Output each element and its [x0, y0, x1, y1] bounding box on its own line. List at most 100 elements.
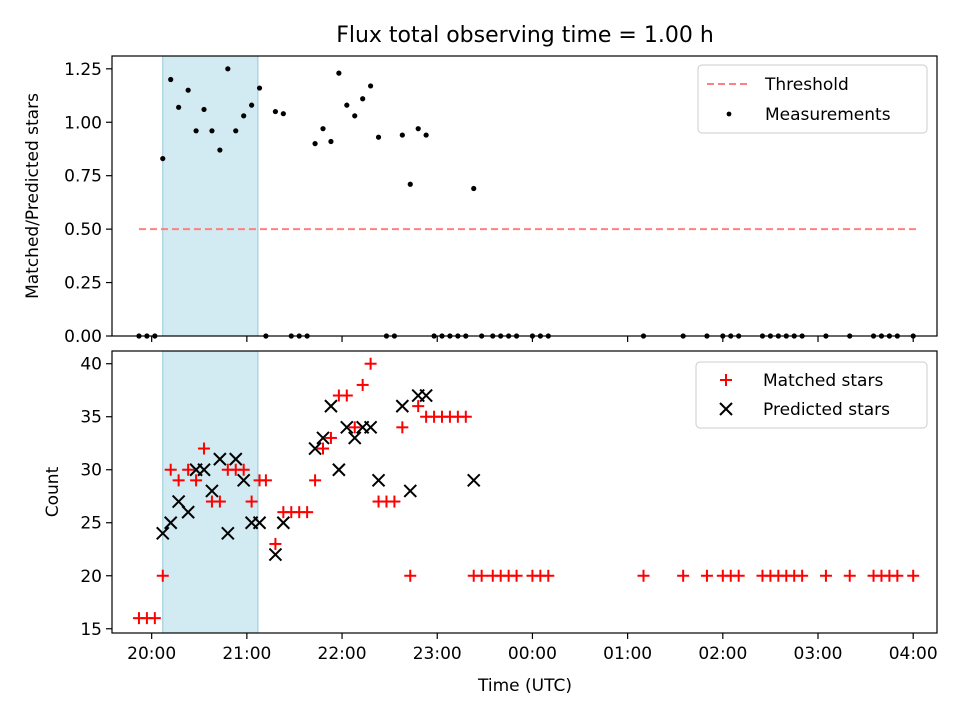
matched-star-point [700, 569, 713, 582]
y-tick-label: 1.00 [64, 113, 102, 133]
bottom-x-axis: 20:00 21:00 22:00 23:00 00:00 01:00 02:00 03:00… [127, 633, 938, 664]
top-legend: Threshold Measurements [697, 64, 928, 134]
measurement-point [415, 126, 421, 132]
top-axes-frame [111, 55, 938, 337]
matched-star-point [510, 569, 523, 582]
y-tick-label: 25 [80, 514, 102, 534]
predicted-star-point [197, 463, 211, 477]
measurement-point [368, 83, 374, 89]
y-tick-label: 0.00 [64, 327, 102, 347]
legend-threshold-label: Threshold [764, 75, 849, 95]
matched-star-point [182, 463, 195, 476]
measurement-point [185, 87, 191, 93]
predicted-star-point [221, 526, 235, 541]
measurement-point [312, 141, 318, 147]
matched-star-point [475, 569, 488, 582]
x-tick-label: 03:00 [794, 644, 843, 664]
predicted-star-point [403, 484, 417, 498]
predicted-star-point [236, 473, 251, 488]
predicted-star-point [324, 399, 338, 413]
matched-star-point [198, 442, 211, 455]
matched-star-point [348, 421, 361, 434]
x-tick-label: 21:00 [222, 644, 271, 664]
measurement-point [272, 108, 279, 115]
count-points [132, 357, 920, 625]
measurement-point [360, 96, 366, 102]
predicted-star-point [340, 420, 354, 435]
predicted-star-point [156, 526, 170, 541]
chart-title: Flux total observing time = 1.00 h [336, 23, 714, 48]
bottom-axes-frame [111, 350, 938, 634]
matched-star-point [356, 378, 369, 391]
measurement-point [336, 70, 342, 76]
matched-star-point [164, 463, 177, 476]
x-tick-label: 01:00 [603, 644, 652, 664]
legend-matched-label: Matched stars [763, 371, 883, 391]
matched-star-point [259, 474, 272, 487]
matched-star-point [148, 612, 161, 625]
measurement-point [280, 111, 286, 117]
predicted-star-point [171, 494, 186, 509]
matched-star-point [388, 495, 401, 508]
count-panel: 15 20 25 30 35 40 20:00 21:00 22:00 23:00 00:00 01… [43, 350, 938, 696]
matched-star-point [156, 569, 169, 582]
y-tick-label: 15 [80, 620, 102, 640]
measurement-point [344, 102, 350, 108]
matched-star-point [732, 569, 745, 582]
matched-star-point [340, 389, 353, 402]
measurement-point [160, 155, 166, 162]
y-tick-label: 1.25 [64, 60, 102, 80]
predicted-star-point [229, 452, 243, 466]
matched-star-point [190, 474, 203, 487]
top-legend-box [697, 64, 928, 134]
matched-star-point [796, 569, 809, 582]
ratio-panel: Flux total observing time = 1.00 h 0.00 0… [23, 23, 938, 347]
y-tick-label: 40 [80, 355, 102, 375]
measurement-point [201, 106, 207, 113]
y-tick-label: 20 [80, 567, 102, 587]
matched-star-point [309, 474, 322, 487]
legend-predicted-label: Predicted stars [763, 400, 890, 420]
measurement-point [241, 113, 247, 119]
x-tick-label: 02:00 [698, 644, 747, 664]
measurement-point [352, 113, 358, 119]
measurement-point [217, 147, 223, 153]
x-tick-label: 22:00 [318, 644, 367, 664]
matched-star-point [404, 569, 417, 582]
legend-measurements-swatch [726, 111, 732, 117]
predicted-star-point [252, 516, 267, 530]
predicted-star-point [308, 441, 322, 456]
measurement-point [209, 128, 215, 134]
y-tick-label: 0.75 [64, 167, 102, 187]
matched-star-point [324, 431, 337, 444]
matched-star-point [459, 410, 472, 423]
matched-star-point [396, 421, 409, 434]
matched-star-point [245, 495, 258, 508]
matched-star-point [317, 442, 330, 455]
measurement-point [399, 132, 405, 138]
legend-measurements-label: Measurements [765, 105, 891, 125]
bottom-y-axis-label: Count [43, 466, 63, 517]
matched-star-point [172, 474, 185, 487]
predicted-star-point [163, 516, 178, 530]
bottom-y-axis: 15 20 25 30 35 40 [80, 355, 112, 640]
measurement-point [168, 76, 174, 83]
legend-matched-swatch [720, 374, 732, 386]
measurement-point [176, 104, 182, 110]
matched-star-point [637, 569, 650, 582]
bottom-legend-box [695, 361, 928, 429]
measurement-point [328, 138, 334, 145]
y-tick-label: 35 [80, 408, 102, 428]
matched-star-point [364, 357, 377, 370]
x-tick-label: 23:00 [413, 644, 462, 664]
predicted-star-point [205, 484, 219, 498]
measurement-point [256, 85, 263, 91]
matched-star-point [412, 400, 425, 413]
measurement-point [375, 134, 382, 140]
matched-star-point [213, 495, 226, 508]
matched-star-point [237, 463, 250, 476]
legend-predicted-swatch [719, 402, 733, 416]
matched-star-point [843, 569, 856, 582]
top-y-axis: 0.00 0.25 0.50 0.75 1.00 1.25 [64, 60, 112, 347]
